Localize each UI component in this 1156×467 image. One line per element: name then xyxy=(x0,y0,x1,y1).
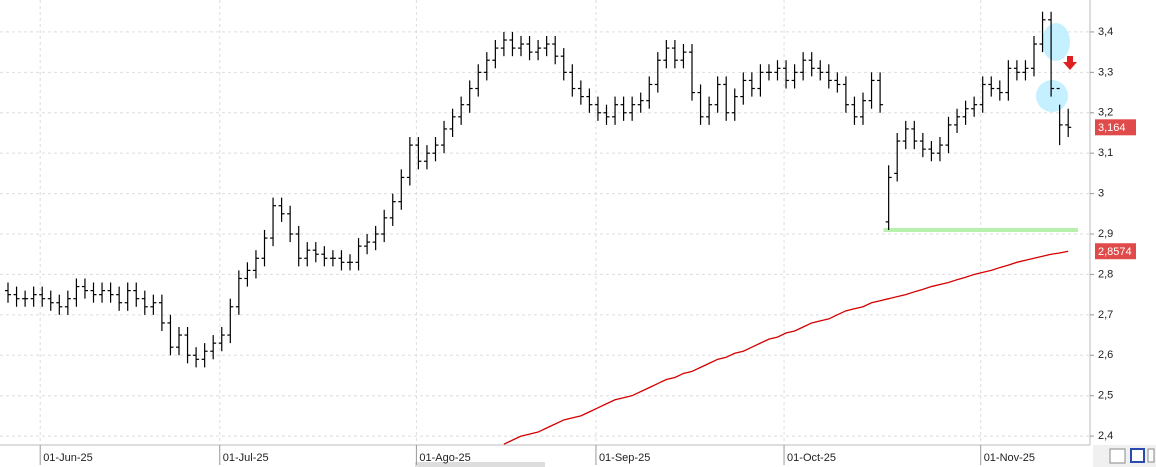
y-tick-label: 3 xyxy=(1098,188,1104,200)
toolbar-button[interactable] xyxy=(1109,448,1126,464)
last-price-box xyxy=(1095,119,1136,136)
toolbar-button[interactable] xyxy=(1147,448,1155,463)
x-tick-label: 01-Oct-25 xyxy=(787,452,836,464)
x-tick-label: 01-Ago-25 xyxy=(419,452,470,464)
y-tick-label: 2,6 xyxy=(1098,349,1113,361)
y-tick-label: 2,9 xyxy=(1098,228,1113,240)
y-tick-label: 3,3 xyxy=(1098,66,1113,78)
x-tick-label: 01-Jun-25 xyxy=(43,452,93,464)
highlight-ellipse xyxy=(1036,80,1068,112)
y-tick-label: 2,5 xyxy=(1098,390,1113,402)
down-arrow xyxy=(1063,56,1077,70)
x-tick-label: 01-Sep-25 xyxy=(599,452,650,464)
save-button[interactable] xyxy=(1130,448,1145,463)
highlight-ellipse xyxy=(1042,23,1070,61)
y-tick-label: 3,2 xyxy=(1098,107,1113,119)
ma-last-label: 2,8574 xyxy=(1098,246,1132,258)
y-tick-label: 3,4 xyxy=(1098,26,1113,38)
y-tick-label: 3,1 xyxy=(1098,147,1113,159)
x-tick-label: 01-Jul-25 xyxy=(223,452,269,464)
ma-last-box xyxy=(1095,243,1136,260)
last-price-label: 3,164 xyxy=(1098,122,1126,134)
y-tick-label: 2,7 xyxy=(1098,309,1113,321)
y-tick-label: 2,8 xyxy=(1098,268,1113,280)
annotations xyxy=(1036,23,1077,112)
scroll-thumb[interactable] xyxy=(415,462,545,467)
y-tick-label: 2,4 xyxy=(1098,430,1113,442)
moving-average-line xyxy=(503,250,1069,445)
x-tick-label: 01-Nov-25 xyxy=(984,452,1035,464)
